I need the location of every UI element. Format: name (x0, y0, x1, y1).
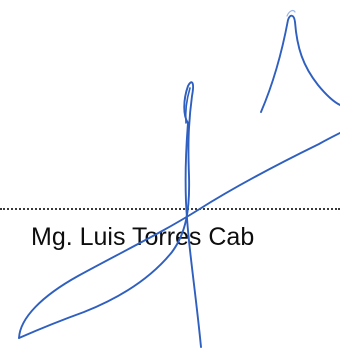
signer-name: Mg. Luis Torres Cab (31, 222, 340, 252)
signature-dotted-line (0, 208, 340, 210)
